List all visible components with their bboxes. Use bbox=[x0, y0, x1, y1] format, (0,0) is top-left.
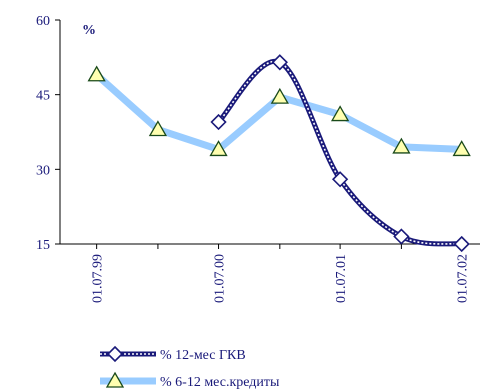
y-unit-label: % bbox=[82, 23, 96, 38]
series-gkv bbox=[210, 54, 470, 253]
legend-label: % 12-мес ГКВ bbox=[160, 348, 246, 363]
y-tick-label: 60 bbox=[36, 14, 50, 29]
series-credits bbox=[87, 65, 471, 157]
data-point bbox=[453, 235, 470, 253]
data-point bbox=[452, 140, 471, 157]
x-tick-label: 01.07.99 bbox=[91, 254, 106, 303]
data-point bbox=[209, 140, 228, 157]
data-point bbox=[210, 113, 227, 131]
series-line bbox=[216, 58, 462, 247]
x-axis: 01.07.99 01.07.00 01.07.01 01.07.02 bbox=[60, 243, 480, 303]
x-tick-label: 01.07.01 bbox=[334, 254, 349, 303]
x-tick-label: 01.07.02 bbox=[456, 254, 471, 303]
data-point bbox=[148, 120, 168, 137]
series-layer bbox=[87, 54, 471, 253]
data-point bbox=[270, 87, 289, 104]
data-point bbox=[330, 105, 350, 122]
legend-marker bbox=[105, 371, 125, 388]
data-point bbox=[271, 54, 288, 71]
data-point bbox=[87, 65, 106, 82]
data-point bbox=[331, 171, 349, 188]
y-tick-label: 30 bbox=[36, 163, 50, 178]
legend-label: % 6-12 мес.кредиты bbox=[160, 375, 280, 390]
series-line-pattern bbox=[217, 60, 462, 245]
legend-item: % 12-мес ГКВ bbox=[100, 345, 246, 363]
data-point bbox=[392, 137, 411, 154]
data-point bbox=[393, 228, 410, 245]
legend-item: % 6-12 мес.кредиты bbox=[100, 371, 280, 390]
legend-marker bbox=[106, 345, 124, 363]
y-axis: 15 30 45 60 bbox=[36, 14, 61, 253]
x-tick-label: 01.07.00 bbox=[213, 254, 228, 303]
series-line bbox=[93, 71, 466, 153]
y-tick-label: 45 bbox=[36, 89, 50, 104]
y-tick-label: 15 bbox=[36, 238, 50, 253]
legend: % 12-мес ГКВ % 6-12 мес.кредиты bbox=[100, 345, 280, 390]
